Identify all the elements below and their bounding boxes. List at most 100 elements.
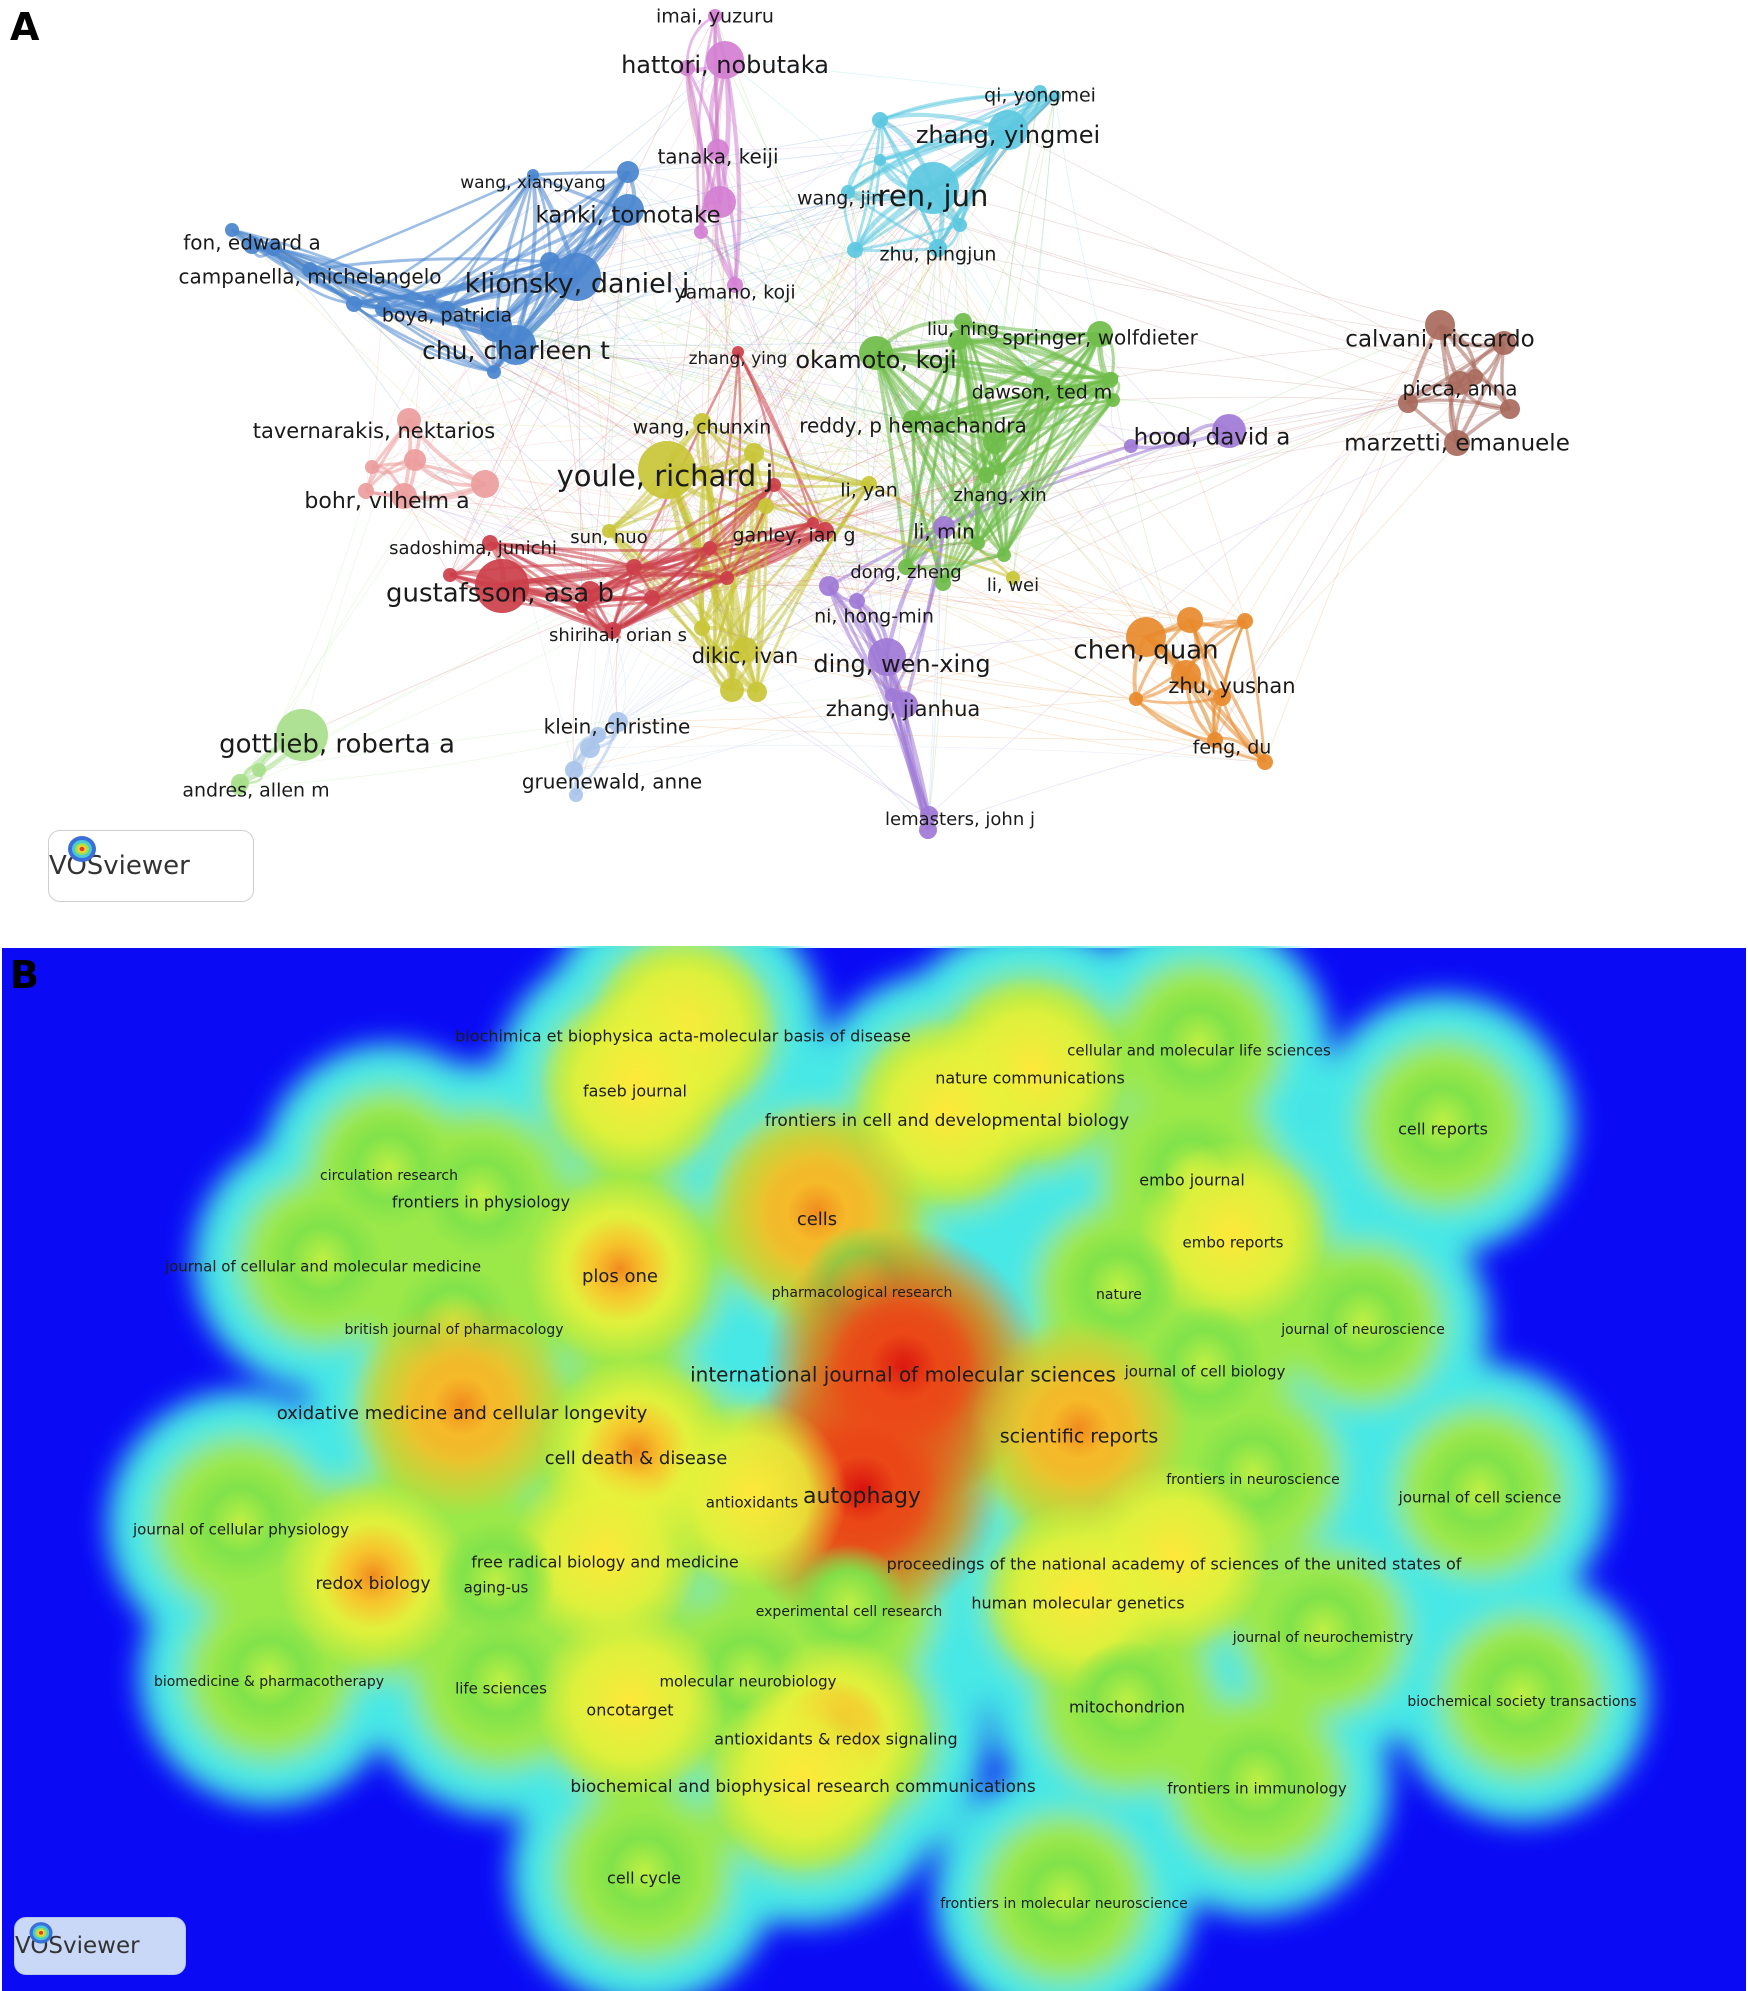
author-label[interactable]: liu, ning — [927, 319, 999, 340]
network-node[interactable] — [707, 139, 729, 161]
network-node[interactable] — [590, 727, 606, 743]
network-node[interactable] — [898, 559, 914, 575]
network-node[interactable] — [346, 296, 362, 312]
network-node[interactable] — [872, 112, 888, 128]
network-node[interactable] — [892, 692, 918, 718]
journal-label[interactable]: frontiers in molecular neuroscience — [940, 1896, 1188, 1912]
journal-label[interactable]: frontiers in immunology — [1167, 1780, 1347, 1798]
network-node[interactable] — [1213, 688, 1231, 706]
author-label[interactable]: chu, charleen t — [422, 336, 610, 365]
network-node[interactable] — [859, 336, 893, 370]
author-label[interactable]: qi, yongmei — [984, 85, 1096, 107]
author-label[interactable]: feng, du — [1193, 737, 1272, 759]
journal-label[interactable]: international journal of molecular scien… — [690, 1363, 1116, 1387]
network-node[interactable] — [720, 571, 734, 585]
author-label[interactable]: wang, jin — [797, 188, 883, 210]
network-node[interactable] — [626, 559, 642, 575]
author-label[interactable]: campanella, michelangelo — [178, 265, 441, 289]
author-label[interactable]: zhang, jianhua — [826, 697, 981, 721]
network-node[interactable] — [580, 738, 600, 758]
network-node[interactable] — [1425, 310, 1455, 340]
network-node[interactable] — [861, 476, 877, 492]
network-node[interactable] — [1006, 571, 1020, 585]
author-label[interactable]: klein, christine — [544, 715, 691, 739]
network-node[interactable] — [954, 313, 972, 331]
author-label[interactable]: gruenewald, anne — [522, 770, 702, 794]
network-node[interactable] — [1212, 414, 1246, 448]
author-label[interactable]: sun, nuo — [570, 527, 647, 548]
author-label[interactable]: li, yan — [840, 480, 898, 502]
network-node[interactable] — [935, 575, 951, 591]
network-node[interactable] — [816, 522, 834, 540]
network-node[interactable] — [696, 466, 712, 482]
network-node[interactable] — [919, 821, 937, 839]
network-node[interactable] — [1124, 439, 1138, 453]
network-node[interactable] — [933, 516, 955, 538]
journal-label[interactable]: experimental cell research — [756, 1604, 942, 1620]
network-node[interactable] — [579, 581, 601, 603]
author-label[interactable]: zhu, pingjun — [880, 244, 997, 266]
author-label[interactable]: ganley, ian g — [732, 525, 855, 547]
author-label[interactable]: bohr, vilhelm a — [304, 489, 469, 514]
network-node[interactable] — [1177, 607, 1203, 633]
network-node[interactable] — [365, 460, 379, 474]
network-node[interactable] — [983, 430, 1007, 454]
network-node[interactable] — [527, 169, 539, 181]
author-label[interactable]: springer, wolfdieter — [1002, 326, 1198, 350]
network-node[interactable] — [443, 568, 457, 582]
network-node[interactable] — [424, 294, 436, 306]
author-label[interactable]: boya, patricia — [382, 305, 512, 327]
network-node[interactable] — [705, 645, 723, 663]
network-node[interactable] — [920, 806, 938, 824]
journal-label[interactable]: journal of neuroscience — [1280, 1322, 1445, 1338]
network-node[interactable] — [565, 761, 583, 779]
network-node[interactable] — [1087, 321, 1113, 347]
network-node[interactable] — [1467, 369, 1483, 385]
network-node[interactable] — [602, 524, 616, 538]
network-node[interactable] — [540, 252, 560, 272]
network-node[interactable] — [819, 576, 839, 596]
network-node[interactable] — [471, 470, 499, 498]
author-label[interactable]: kanki, tomotake — [535, 203, 720, 229]
journal-label[interactable]: journal of cell science — [1398, 1489, 1562, 1507]
journal-label[interactable]: aging-us — [464, 1579, 529, 1597]
network-node[interactable] — [1129, 692, 1143, 706]
author-label[interactable]: gottlieb, roberta a — [219, 730, 455, 760]
network-node[interactable] — [933, 420, 949, 436]
author-label[interactable]: li, wei — [987, 575, 1039, 596]
network-node[interactable] — [744, 443, 764, 463]
network-node[interactable] — [971, 536, 985, 550]
network-node[interactable] — [1207, 732, 1223, 748]
network-node[interactable] — [978, 467, 994, 483]
journal-label[interactable]: journal of neurochemistry — [1232, 1630, 1413, 1646]
network-node[interactable] — [612, 194, 644, 226]
network-node[interactable] — [487, 365, 501, 379]
journal-label[interactable]: pharmacological research — [772, 1285, 953, 1301]
journal-label[interactable]: frontiers in cell and developmental biol… — [765, 1111, 1129, 1131]
author-label[interactable]: wang, chunxin — [633, 417, 772, 439]
network-node[interactable] — [929, 239, 947, 257]
network-node[interactable] — [1032, 376, 1052, 396]
journal-label[interactable]: frontiers in physiology — [392, 1193, 570, 1212]
author-label[interactable]: hood, david a — [1134, 425, 1291, 451]
network-node[interactable] — [841, 185, 855, 199]
author-label[interactable]: tavernarakis, nektarios — [253, 419, 495, 443]
journal-label[interactable]: circulation research — [320, 1168, 458, 1184]
network-node[interactable] — [994, 464, 1006, 476]
author-network-map[interactable]: imai, yuzuru hattori, nobutaka qi, yongmei… — [0, 0, 1748, 940]
network-node[interactable] — [553, 253, 601, 301]
network-node[interactable] — [807, 517, 819, 529]
author-label[interactable]: dawson, ted m — [972, 382, 1113, 404]
network-node[interactable] — [404, 449, 426, 471]
author-label[interactable]: youle, richard j — [557, 459, 774, 493]
network-node[interactable] — [903, 410, 923, 430]
journal-label[interactable]: cell cycle — [607, 1869, 681, 1888]
journal-label[interactable]: cells — [797, 1209, 837, 1230]
journal-label[interactable]: embo reports — [1183, 1234, 1284, 1252]
journal-label[interactable]: journal of cellular physiology — [132, 1521, 349, 1539]
network-node[interactable] — [767, 478, 781, 492]
journal-label[interactable]: autophagy — [803, 1484, 921, 1509]
journal-label[interactable]: british journal of pharmacology — [344, 1322, 563, 1338]
network-node[interactable] — [706, 41, 744, 79]
network-node[interactable] — [231, 779, 247, 795]
